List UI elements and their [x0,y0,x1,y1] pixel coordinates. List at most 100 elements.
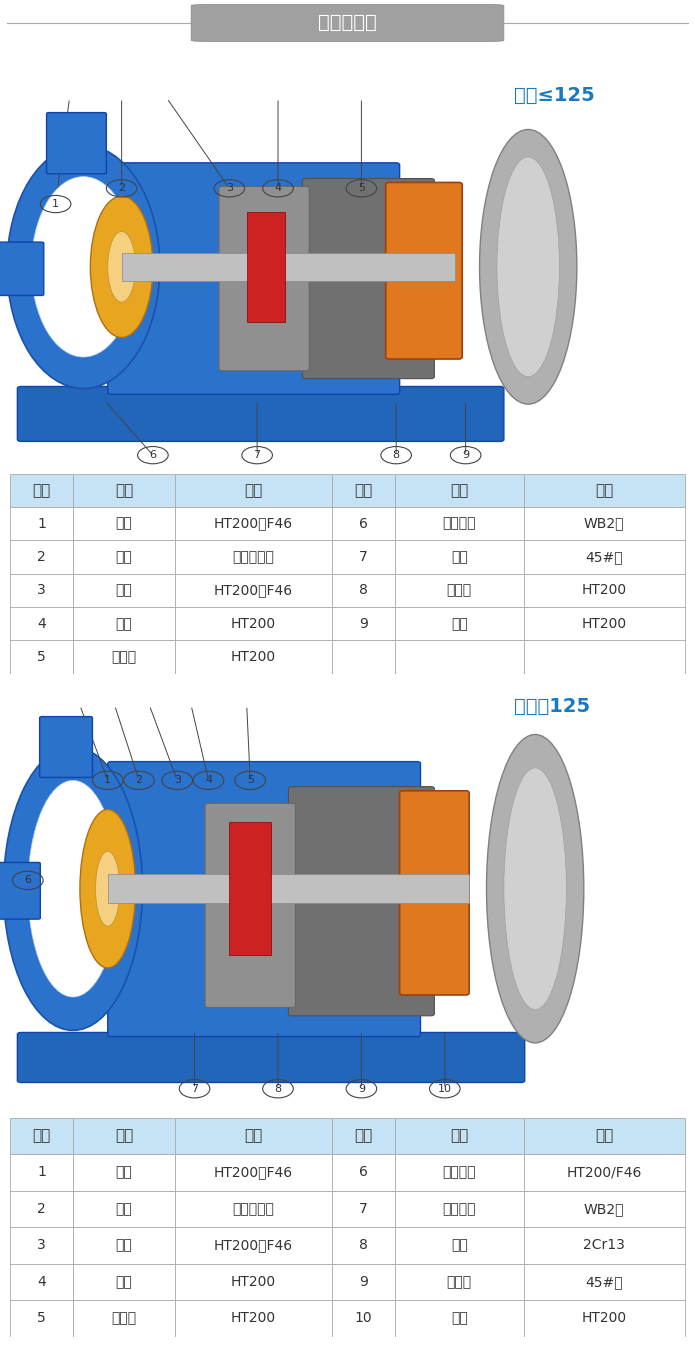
Text: 泵壳: 泵壳 [115,517,133,530]
FancyBboxPatch shape [108,762,420,1036]
Bar [175,474,332,507]
Text: 轴承箱: 轴承箱 [111,1311,137,1326]
Bar [524,540,685,574]
Text: 6: 6 [359,1165,368,1180]
Bar [175,1264,332,1300]
Bar [332,1300,395,1337]
Text: 6: 6 [24,875,31,885]
Text: HT200衬F46: HT200衬F46 [214,517,293,530]
Bar [10,540,73,574]
Bar [524,640,685,674]
Ellipse shape [504,769,566,1009]
Text: 2: 2 [38,549,46,564]
Bar [73,1154,175,1191]
Bar [175,574,332,607]
Bar [332,507,395,540]
FancyBboxPatch shape [47,112,106,173]
Text: 泵盖: 泵盖 [115,1238,133,1253]
Ellipse shape [7,145,160,388]
Bar [73,607,175,640]
Text: HT200: HT200 [582,583,627,598]
Bar [332,474,395,507]
Text: HT200: HT200 [231,1311,276,1326]
Bar [524,507,685,540]
Bar [10,607,73,640]
Text: 叶轮: 叶轮 [115,1201,133,1216]
Ellipse shape [31,177,136,357]
Text: 9: 9 [462,451,469,460]
Bar [10,507,73,540]
Text: 8: 8 [275,1084,281,1093]
Text: 1: 1 [52,199,59,208]
Text: 8: 8 [359,1238,368,1253]
Text: HT200衬F46: HT200衬F46 [214,583,293,598]
Bar [10,1264,73,1300]
Text: HT200衬F46: HT200衬F46 [214,1165,293,1180]
Bar [395,507,524,540]
Text: 机械密封: 机械密封 [443,517,476,530]
Text: HT200: HT200 [231,617,276,630]
Bar [73,1227,175,1264]
Bar [395,540,524,574]
Text: 8: 8 [359,583,368,598]
Text: 泵壳: 泵壳 [115,1165,133,1180]
Text: 材质: 材质 [595,483,614,498]
Bar [395,1118,524,1154]
Bar [175,507,332,540]
Text: 材质: 材质 [595,1128,614,1143]
Bar [10,1118,73,1154]
Text: 4: 4 [38,617,46,630]
Bar [73,1300,175,1337]
Bar [332,1264,395,1300]
Text: 2: 2 [118,184,125,193]
Bar [175,640,332,674]
Text: 45#钢: 45#钢 [585,1275,623,1289]
Bar [73,474,175,507]
Text: 6: 6 [149,451,156,460]
Text: 2Cr13: 2Cr13 [583,1238,626,1253]
Bar [524,1227,685,1264]
Text: HT200衬F46: HT200衬F46 [214,1238,293,1253]
Text: 3: 3 [38,583,46,598]
Ellipse shape [480,130,577,405]
Text: 名称: 名称 [115,483,133,498]
Text: 1: 1 [38,517,46,530]
Text: 5: 5 [38,1311,46,1326]
Text: 8: 8 [393,451,400,460]
Text: 叶轮螺母: 叶轮螺母 [443,1165,476,1180]
Text: 轴承箱: 轴承箱 [111,649,137,664]
Text: 10: 10 [438,1084,452,1093]
Text: 支架: 支架 [115,1275,133,1289]
Text: 7: 7 [254,451,261,460]
Text: 1: 1 [38,1165,46,1180]
Text: 序号: 序号 [354,483,373,498]
Text: 4: 4 [205,775,212,785]
Bar [175,607,332,640]
Text: 5: 5 [38,649,46,664]
Text: HT200/F46: HT200/F46 [566,1165,642,1180]
Bar [10,640,73,674]
Text: 9: 9 [358,1084,365,1093]
Bar [10,1154,73,1191]
Text: 7: 7 [191,1084,198,1093]
Text: 45#钢: 45#钢 [585,549,623,564]
Text: 联轴器: 联轴器 [447,583,472,598]
Text: 序号: 序号 [354,1128,373,1143]
Bar [332,1154,395,1191]
Text: HT200: HT200 [231,649,276,664]
Ellipse shape [497,157,559,376]
Bar [175,1191,332,1227]
Text: 10: 10 [354,1311,372,1326]
Text: 氟塑料合金: 氟塑料合金 [232,1201,275,1216]
Bar [10,574,73,607]
Bar [524,1300,685,1337]
Text: 7: 7 [359,1201,368,1216]
Text: 泵轴: 泵轴 [451,549,468,564]
Text: 底座: 底座 [451,1311,468,1326]
Bar [332,540,395,574]
FancyBboxPatch shape [386,183,462,359]
Bar [73,540,175,574]
Text: 3: 3 [226,184,233,193]
Text: HT200: HT200 [582,617,627,630]
Bar [332,574,395,607]
